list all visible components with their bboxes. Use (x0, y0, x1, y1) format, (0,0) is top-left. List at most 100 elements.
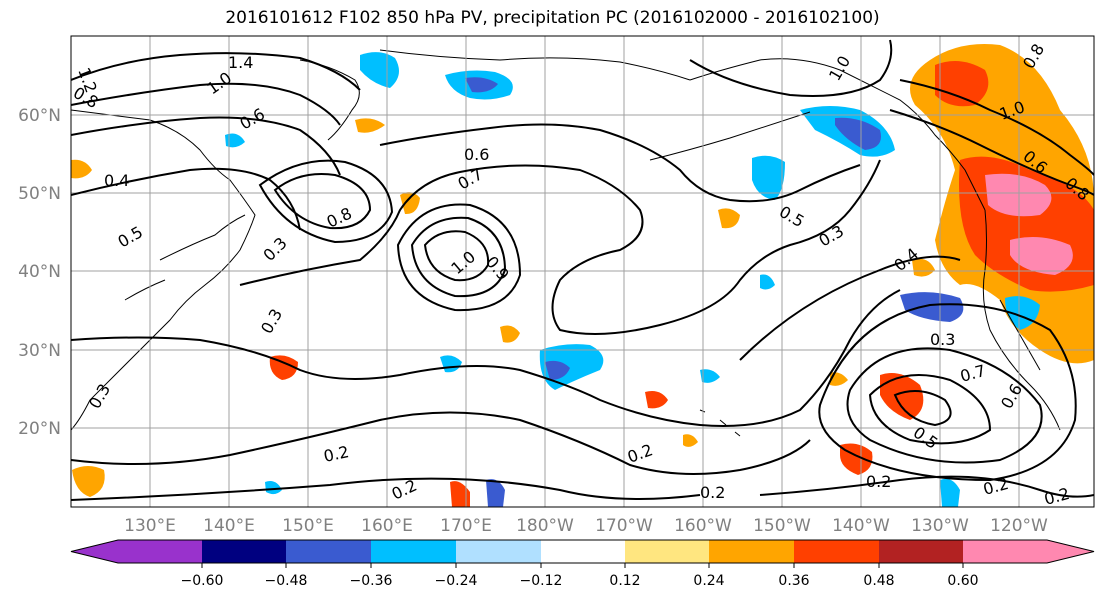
lon-label: 140°E (203, 516, 255, 536)
precip-area-small-5 (72, 466, 105, 497)
coastline-alaska (689, 58, 986, 211)
colorbar-segment (202, 540, 286, 563)
map-panel: 1.4 1.0 1.2 0.8 0.6 0.4 0.5 0.3 0.7 0.8 … (71, 36, 1094, 507)
pv-contour (258, 159, 394, 244)
colorbar-tick-label: 0.24 (693, 573, 724, 589)
pv-contours (71, 39, 1094, 501)
precip-area-small-16 (225, 133, 245, 148)
contour-label: 0.6 (464, 145, 489, 164)
colorbar-segment (625, 540, 709, 563)
coastline-siberia (379, 49, 691, 81)
map-title: 2016101612 F102 850 hPa PV, precipitatio… (225, 8, 880, 28)
coastlines (71, 49, 1061, 437)
precip-area-okhotsk-core (465, 77, 498, 93)
precip-area-small-12 (486, 479, 505, 507)
precip-area-small-15 (760, 274, 775, 290)
precip-area-small-14 (940, 478, 960, 507)
precip-area-small-8 (830, 372, 848, 386)
colorbar-tick-label: −0.24 (435, 573, 478, 589)
contour-label: 0.3 (930, 330, 955, 349)
pv-contour (273, 173, 372, 230)
precip-area-small-9 (912, 258, 935, 277)
colorbar-segment (371, 540, 456, 563)
contour-label: 0.2 (700, 483, 725, 502)
contour-label: 0.2 (322, 442, 351, 466)
coastline-baja (999, 299, 1041, 371)
coastline-north-america (982, 209, 1061, 431)
precip-area-west-coast-max (985, 173, 1073, 275)
colorbar-segment (794, 540, 879, 563)
lat-label: 50°N (18, 184, 61, 204)
precip-area-mid-pac (752, 155, 785, 200)
lon-label: 150°E (282, 516, 334, 536)
precip-negative-shading (225, 52, 1040, 507)
pv-contour (71, 82, 341, 126)
colorbar-tick-label: −0.12 (520, 573, 563, 589)
pv-contour (71, 477, 701, 501)
precip-area-california (1005, 296, 1040, 330)
precip-area-kamchatka (360, 52, 399, 88)
contour-label: 0.4 (104, 171, 129, 190)
colorbar-segment (456, 540, 541, 563)
lon-label: 180°W (516, 516, 574, 536)
lon-label: 160°E (361, 516, 413, 536)
precip-area-small-4 (71, 159, 92, 179)
pv-contour (396, 203, 522, 312)
precip-area-baja (880, 372, 924, 420)
pv-contour (379, 123, 861, 203)
lon-label: 140°W (832, 516, 890, 536)
lon-label: 170°W (595, 516, 653, 536)
pv-contour (239, 159, 881, 335)
precip-area-small-7 (683, 434, 698, 447)
precip-area-small-6 (355, 118, 385, 133)
precip-area-small-1 (400, 192, 420, 215)
contour-label: 0.2 (866, 472, 891, 491)
lon-label: 130°W (911, 516, 969, 536)
lon-label: 150°W (753, 516, 811, 536)
lon-label: 170°E (440, 516, 492, 536)
lon-label: 120°W (990, 516, 1048, 536)
latitude-labels: 60°N 50°N 40°N 30°N 20°N (18, 106, 61, 439)
pv-contour (739, 255, 961, 361)
precip-area-south-central (450, 481, 470, 507)
precip-area-central-core (545, 360, 570, 380)
precip-area-east-pac-2 (645, 391, 668, 409)
pv-contour (846, 347, 1043, 464)
lat-label: 40°N (18, 262, 61, 282)
colorbar-outline (70, 539, 1095, 564)
colorbar-tick-label: 0.60 (947, 573, 978, 589)
map-frame (70, 35, 1095, 508)
colorbar-tick-label: −0.36 (350, 573, 393, 589)
pv-contour (893, 390, 952, 427)
precip-area-gulf-alaska (935, 61, 989, 107)
coastline-kamchatka (299, 59, 360, 141)
lat-label: 20°N (18, 419, 61, 439)
pv-contour (423, 230, 490, 282)
precip-area-small-13 (700, 369, 720, 383)
colorbar-segment (71, 540, 202, 563)
pv-contour (899, 79, 1094, 176)
coastline-asia (71, 109, 256, 431)
longitude-labels: 130°E 140°E 150°E 160°E 170°E 180°W 170°… (124, 516, 1048, 536)
lat-label: 30°N (18, 341, 61, 361)
precip-area-sw-us (900, 292, 964, 322)
colorbar-tick-label: 0.12 (609, 573, 640, 589)
pv-contour (689, 39, 893, 97)
coastline-aleutians (649, 111, 811, 161)
colorbar-segment (963, 540, 1094, 563)
colorbar-segment (879, 540, 963, 563)
pv-contour (71, 411, 811, 475)
precip-area-small-17 (265, 481, 282, 495)
pv-contour (71, 116, 341, 176)
colorbar-tick-label: 0.36 (778, 573, 809, 589)
colorbar-tick-label: 0.48 (863, 573, 894, 589)
pv-contour (868, 374, 992, 445)
contour-label: 1.4 (228, 53, 253, 72)
precip-area-japan-south (269, 355, 298, 380)
graticule (71, 36, 1094, 507)
pv-contour (759, 475, 1094, 498)
pv-contour (71, 167, 301, 231)
colorbar-tick-label: −0.60 (181, 573, 224, 589)
colorbar-tick-label: −0.48 (265, 573, 308, 589)
